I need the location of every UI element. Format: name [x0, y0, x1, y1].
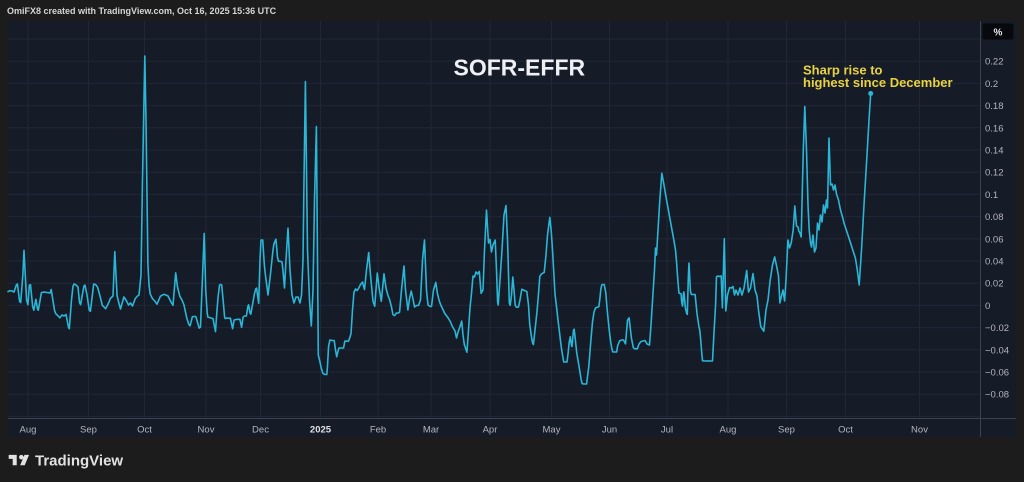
svg-text:Oct: Oct: [137, 425, 152, 436]
svg-text:Apr: Apr: [483, 425, 498, 436]
svg-text:0.08: 0.08: [985, 212, 1004, 223]
svg-text:0.22: 0.22: [985, 57, 1004, 68]
svg-text:2025: 2025: [310, 425, 332, 436]
svg-text:0.06: 0.06: [985, 234, 1004, 245]
svg-text:Aug: Aug: [720, 425, 737, 436]
svg-text:Sep: Sep: [778, 425, 795, 436]
svg-text:OmiFX8 created with TradingVie: OmiFX8 created with TradingView.com, Oct…: [7, 6, 277, 16]
svg-text:May: May: [543, 425, 561, 436]
svg-text:%: %: [994, 28, 1003, 39]
svg-text:SOFR-EFFR: SOFR-EFFR: [454, 55, 586, 81]
svg-text:0.2: 0.2: [985, 79, 998, 90]
svg-text:Feb: Feb: [370, 425, 386, 436]
svg-text:−0.06: −0.06: [985, 368, 1009, 379]
svg-text:Aug: Aug: [20, 425, 37, 436]
svg-text:Sharp rise to: Sharp rise to: [803, 62, 883, 77]
svg-text:−0.08: −0.08: [985, 390, 1009, 401]
svg-text:0.12: 0.12: [985, 168, 1004, 179]
svg-text:Mar: Mar: [423, 425, 439, 436]
svg-text:0.02: 0.02: [985, 279, 1004, 290]
svg-text:0.18: 0.18: [985, 101, 1004, 112]
svg-text:0.1: 0.1: [985, 190, 998, 201]
svg-text:0.16: 0.16: [985, 123, 1004, 134]
svg-text:Jul: Jul: [661, 425, 673, 436]
svg-text:Oct: Oct: [838, 425, 853, 436]
svg-text:Nov: Nov: [911, 425, 928, 436]
svg-text:Nov: Nov: [198, 425, 215, 436]
svg-text:highest since December: highest since December: [803, 75, 953, 90]
svg-text:0: 0: [985, 301, 990, 312]
svg-text:−0.02: −0.02: [985, 323, 1009, 334]
svg-text:Jun: Jun: [602, 425, 617, 436]
svg-text:0.04: 0.04: [985, 257, 1004, 268]
svg-text:−0.04: −0.04: [985, 345, 1009, 356]
svg-text:0.14: 0.14: [985, 146, 1004, 157]
svg-text:Dec: Dec: [252, 425, 269, 436]
svg-text:Sep: Sep: [80, 425, 97, 436]
svg-text:TradingView: TradingView: [35, 453, 123, 470]
